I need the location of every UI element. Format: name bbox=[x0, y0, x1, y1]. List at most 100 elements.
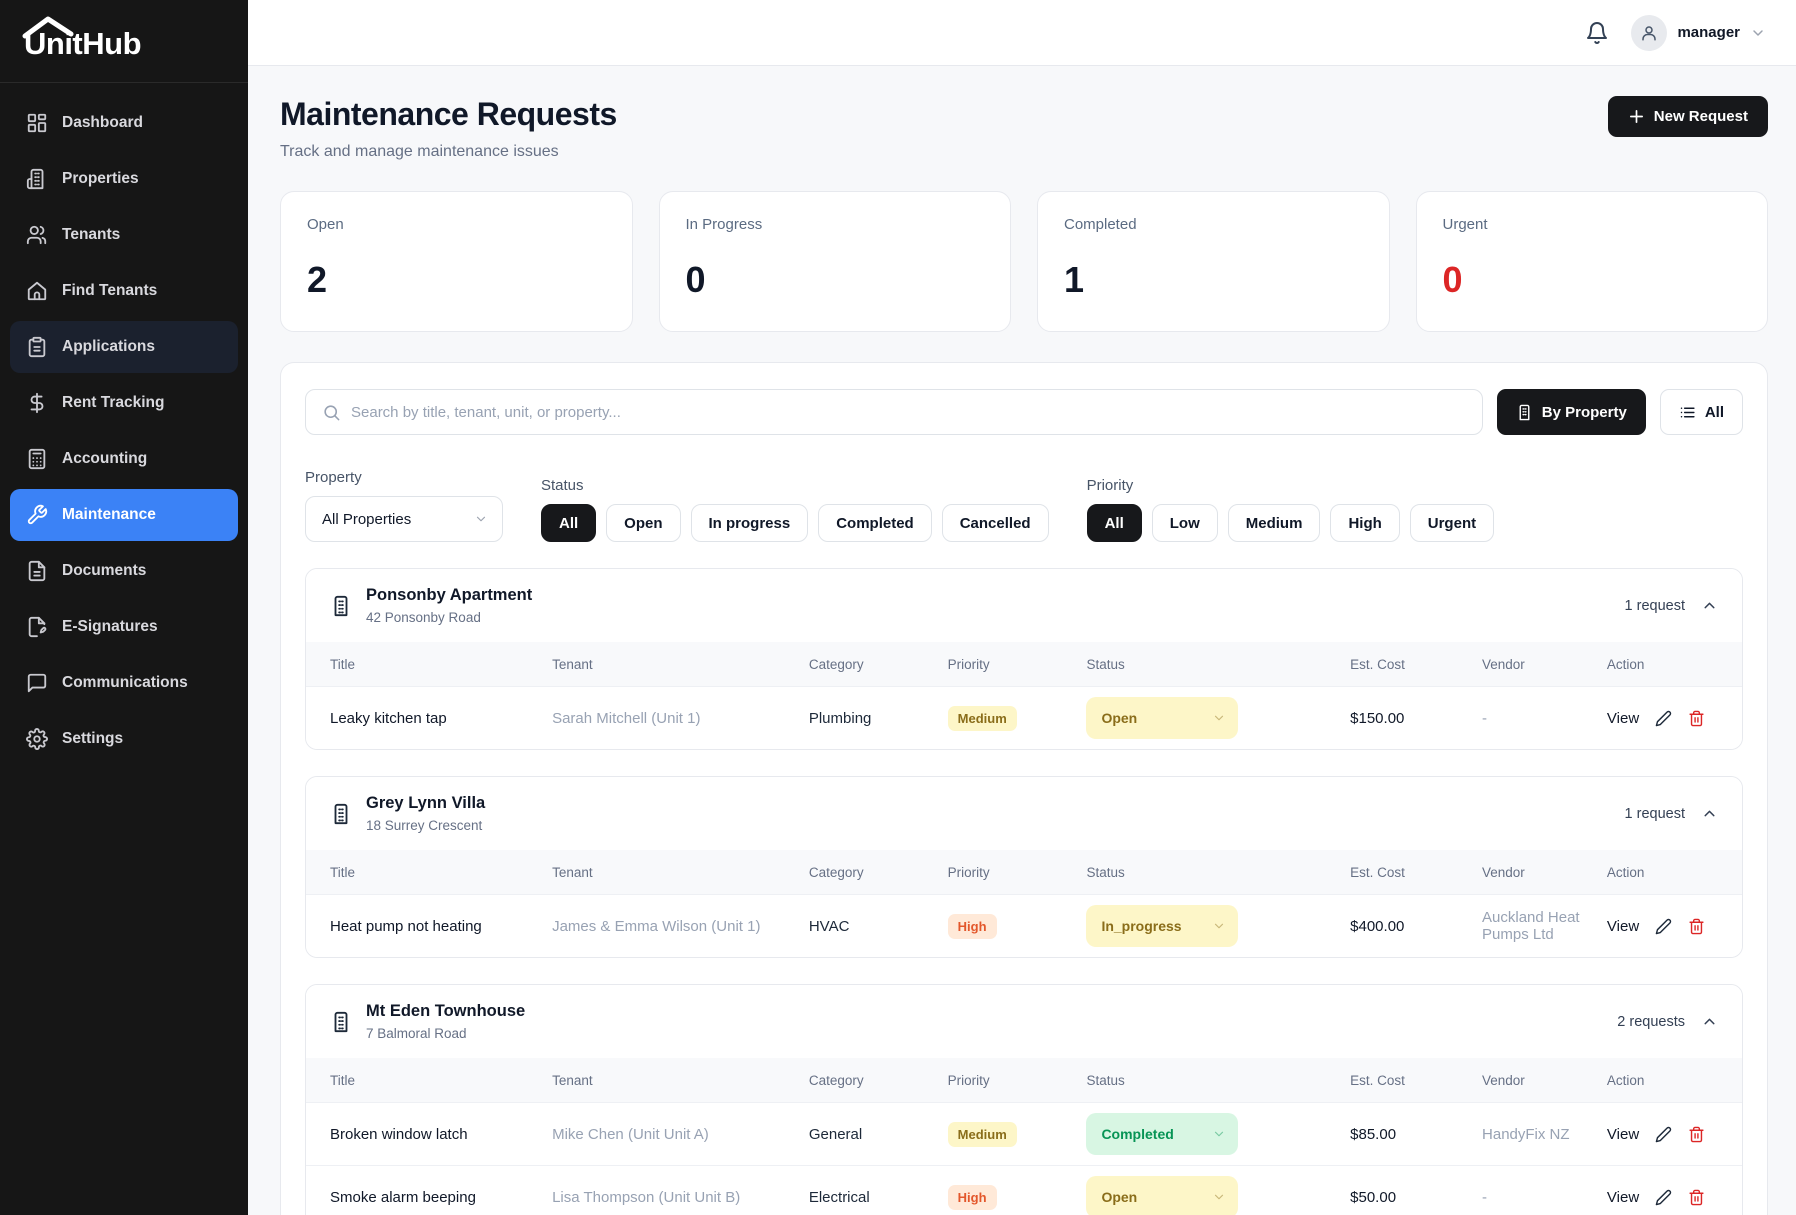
stat-label: Urgent bbox=[1442, 216, 1488, 233]
status-chip-completed[interactable]: Completed bbox=[818, 504, 932, 542]
page-head-text: Maintenance Requests Track and manage ma… bbox=[280, 96, 617, 161]
property-select[interactable]: All Properties bbox=[305, 496, 503, 542]
stat-value: 0 bbox=[1442, 259, 1463, 300]
stat-card-in-progress: In Progress 0 bbox=[658, 191, 1011, 332]
column-cost: Est. Cost bbox=[1350, 864, 1405, 880]
table-row: Leaky kitchen tap Sarah Mitchell (Unit 1… bbox=[306, 686, 1742, 749]
sidebar-item-maintenance[interactable]: Maintenance bbox=[10, 489, 238, 541]
gear-icon bbox=[26, 728, 48, 750]
clipboard-icon bbox=[26, 336, 48, 358]
priority-chip-low[interactable]: Low bbox=[1151, 504, 1218, 542]
roof-icon bbox=[22, 16, 74, 39]
building-icon bbox=[26, 168, 48, 190]
status-chip-all[interactable]: All bbox=[541, 504, 597, 542]
priority-chip-all[interactable]: All bbox=[1086, 504, 1142, 542]
edit-button[interactable] bbox=[1655, 1126, 1672, 1143]
priority-chip-high[interactable]: High bbox=[1330, 504, 1400, 542]
column-status: Status bbox=[1086, 656, 1125, 672]
sidebar-item-settings[interactable]: Settings bbox=[10, 713, 238, 765]
delete-button[interactable] bbox=[1688, 1189, 1705, 1206]
sidebar-item-label: Settings bbox=[62, 730, 124, 747]
sidebar-item-properties[interactable]: Properties bbox=[10, 153, 238, 205]
sidebar-item-label: Tenants bbox=[62, 226, 121, 243]
delete-button[interactable] bbox=[1688, 710, 1705, 727]
stat-label: In Progress bbox=[685, 216, 763, 233]
collapse-button[interactable] bbox=[1701, 1013, 1718, 1030]
priority-badge: Medium bbox=[947, 1121, 1017, 1147]
property-section-header: Grey Lynn Villa 18 Surrey Crescent 1 req… bbox=[306, 777, 1742, 850]
delete-button[interactable] bbox=[1688, 1126, 1705, 1143]
edit-button[interactable] bbox=[1655, 1189, 1672, 1206]
chevron-down-icon bbox=[1215, 715, 1224, 721]
request-title: Heat pump not heating bbox=[330, 917, 482, 935]
filters-row: Property All Properties Status All Open … bbox=[305, 469, 1743, 542]
view-button[interactable]: View bbox=[1606, 1188, 1640, 1206]
status-select[interactable]: Open bbox=[1086, 1176, 1239, 1215]
property-select-value: All Properties bbox=[322, 510, 412, 528]
status-cell: Completed bbox=[1086, 1113, 1350, 1155]
column-vendor: Vendor bbox=[1482, 656, 1525, 672]
trash-icon bbox=[1689, 710, 1704, 726]
property-info: Mt Eden Townhouse 7 Balmoral Road bbox=[330, 1002, 525, 1041]
column-tenant: Tenant bbox=[552, 656, 593, 672]
page-title: Maintenance Requests bbox=[280, 96, 617, 132]
sidebar-item-documents[interactable]: Documents bbox=[10, 545, 238, 597]
column-category: Category bbox=[808, 656, 864, 672]
new-request-button[interactable]: New Request bbox=[1607, 96, 1768, 137]
status-chip-row: All Open In progress Completed Cancelled bbox=[541, 504, 1049, 542]
view-button[interactable]: View bbox=[1606, 709, 1640, 727]
property-name-address: Grey Lynn Villa 18 Surrey Crescent bbox=[366, 794, 485, 833]
status-select[interactable]: Completed bbox=[1086, 1113, 1239, 1155]
edit-button[interactable] bbox=[1655, 918, 1672, 935]
priority-chip-urgent[interactable]: Urgent bbox=[1409, 504, 1495, 542]
property-name: Ponsonby Apartment bbox=[366, 586, 533, 604]
main-area: manager Maintenance Requests Track and m… bbox=[248, 0, 1796, 1215]
column-priority: Priority bbox=[947, 656, 990, 672]
notifications-button[interactable] bbox=[1585, 21, 1609, 45]
dollar-icon bbox=[26, 392, 48, 414]
chat-icon bbox=[26, 672, 48, 694]
action-cell: View bbox=[1607, 710, 1718, 727]
sidebar-item-applications[interactable]: Applications bbox=[10, 321, 238, 373]
priority-chip-row: All Low Medium High Urgent bbox=[1086, 504, 1495, 542]
view-button[interactable]: View bbox=[1606, 917, 1640, 935]
property-section-header: Mt Eden Townhouse 7 Balmoral Road 2 requ… bbox=[306, 985, 1742, 1058]
sidebar-item-esignatures[interactable]: E-Signatures bbox=[10, 601, 238, 653]
column-action: Action bbox=[1606, 864, 1645, 880]
sidebar-item-rent-tracking[interactable]: Rent Tracking bbox=[10, 377, 238, 429]
table-header: Title Tenant Category Priority Status Es… bbox=[306, 850, 1742, 894]
priority-chip-medium[interactable]: Medium bbox=[1227, 504, 1321, 542]
pencil-icon bbox=[1655, 710, 1672, 726]
sidebar-item-dashboard[interactable]: Dashboard bbox=[10, 97, 238, 149]
view-button[interactable]: View bbox=[1606, 1125, 1640, 1143]
status-chip-open[interactable]: Open bbox=[606, 504, 681, 542]
unithub-logo[interactable]: UnitHub bbox=[22, 16, 142, 62]
status-select[interactable]: Open bbox=[1086, 697, 1239, 739]
request-count: 1 request bbox=[1624, 597, 1685, 614]
user-menu[interactable]: manager bbox=[1631, 14, 1766, 51]
property-filter-group: Property All Properties bbox=[305, 469, 503, 542]
search-input[interactable] bbox=[351, 403, 1466, 421]
status-select[interactable]: In_progress bbox=[1086, 905, 1239, 947]
view-all-button[interactable]: All bbox=[1659, 389, 1743, 435]
request-count: 2 requests bbox=[1617, 1013, 1685, 1030]
sidebar-item-accounting[interactable]: Accounting bbox=[10, 433, 238, 485]
delete-button[interactable] bbox=[1688, 918, 1705, 935]
edit-button[interactable] bbox=[1655, 710, 1672, 727]
column-vendor: Vendor bbox=[1482, 1072, 1525, 1088]
logo-text: UnitHub bbox=[24, 26, 142, 61]
status-chip-cancelled[interactable]: Cancelled bbox=[941, 504, 1049, 542]
group-by-property-button[interactable]: By Property bbox=[1496, 389, 1646, 435]
column-action: Action bbox=[1606, 656, 1645, 672]
collapse-button[interactable] bbox=[1701, 805, 1718, 822]
table-row: Broken window latch Mike Chen (Unit Unit… bbox=[306, 1102, 1742, 1165]
sidebar-item-communications[interactable]: Communications bbox=[10, 657, 238, 709]
status-chip-in-progress[interactable]: In progress bbox=[690, 504, 809, 542]
property-section-mt-eden: Mt Eden Townhouse 7 Balmoral Road 2 requ… bbox=[305, 984, 1743, 1215]
building-icon bbox=[330, 803, 352, 825]
request-category: Plumbing bbox=[808, 709, 872, 727]
sidebar-item-find-tenants[interactable]: Find Tenants bbox=[10, 265, 238, 317]
sidebar-item-tenants[interactable]: Tenants bbox=[10, 209, 238, 261]
collapse-button[interactable] bbox=[1701, 597, 1718, 614]
sidebar-item-label: Maintenance bbox=[62, 506, 156, 523]
